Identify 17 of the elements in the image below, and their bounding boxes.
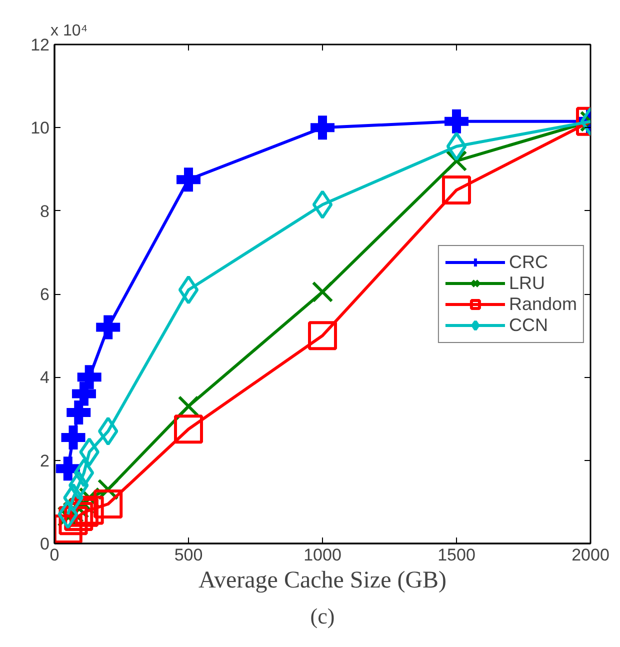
y-tick-label: 8 — [40, 202, 50, 221]
legend-label: Random — [508, 294, 577, 314]
x-tick-label: 500 — [174, 546, 203, 564]
y-tick-label: 4 — [40, 368, 50, 388]
text: (c) — [310, 604, 335, 628]
x-axis-title: Average Cache Size (GB) — [198, 568, 447, 594]
y-tick-label: 6 — [40, 285, 50, 304]
y-tick-label: 12 — [30, 36, 50, 54]
legend-label: LRU — [508, 272, 545, 294]
text: x 10⁴ — [50, 22, 88, 40]
y-tick-label: 2 — [40, 451, 50, 470]
x-tick-label: 1000 — [304, 546, 342, 564]
x-tick-label: 1500 — [438, 546, 476, 564]
legend-label: CCN — [508, 314, 548, 336]
y-tick-label: 10 — [30, 118, 50, 138]
legend-label: CRC — [508, 252, 548, 272]
x-tick-label: 2000 — [572, 546, 610, 564]
